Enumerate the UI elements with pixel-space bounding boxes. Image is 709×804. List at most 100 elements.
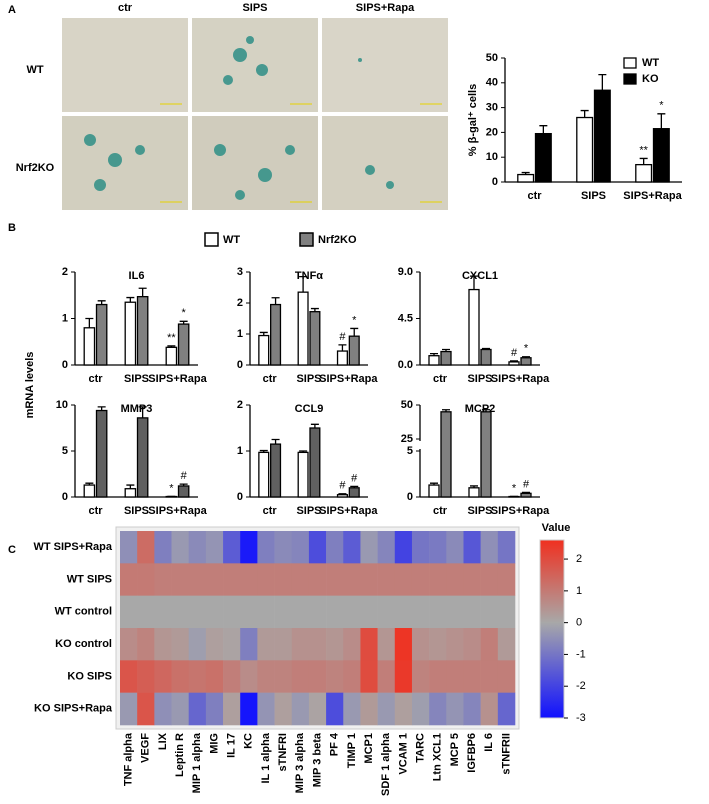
bar — [336, 350, 348, 366]
heatmap-cell — [463, 692, 481, 726]
error-bar — [350, 485, 359, 488]
heatmap-cell — [429, 563, 447, 596]
bar — [480, 348, 492, 366]
heatmap-cell — [377, 660, 396, 693]
colorbar-tick-label: 2 — [576, 553, 582, 565]
heatmap-cell — [223, 595, 241, 629]
heatmap-cell — [308, 595, 327, 629]
x-tick-label: SIPS+Rapa — [491, 505, 550, 517]
heatmap-cell — [120, 531, 138, 564]
bar — [83, 484, 96, 498]
bar — [520, 357, 532, 366]
bar — [440, 350, 452, 366]
bar — [258, 334, 270, 366]
stain-spots — [84, 36, 394, 200]
heatmap-cell — [360, 563, 378, 596]
panel-label: C — [8, 544, 16, 556]
error-bar — [338, 344, 347, 352]
significance: * — [659, 100, 664, 112]
column-label: TIMP 1 — [346, 733, 358, 768]
x-tick-label: ctr — [433, 505, 448, 517]
row-label: WT — [26, 64, 43, 76]
heatmap-cell — [291, 692, 310, 726]
heatmap-cell — [274, 595, 293, 629]
heatmap-cell — [377, 563, 396, 596]
heatmap-cell — [257, 628, 275, 661]
column-label: IGFBP6 — [466, 733, 478, 773]
heatmap-cell — [171, 692, 189, 726]
y-tick-label: 25 — [401, 433, 413, 445]
x-tick-label: SIPS+Rapa — [491, 373, 550, 385]
x-tick-label: SIPS — [467, 505, 492, 517]
error-bar — [271, 297, 280, 305]
heatmap-cell — [411, 531, 430, 564]
x-tick-label: SIPS — [296, 373, 321, 385]
y-tick-label: 10 — [56, 399, 68, 411]
heatmap-cell — [137, 660, 155, 693]
x-tick-label: SIPS — [581, 190, 606, 202]
bar — [468, 487, 480, 498]
y-tick-label: 0 — [492, 176, 498, 188]
bar — [270, 443, 282, 498]
heatmap-cell — [154, 531, 172, 564]
heatmap-cell — [411, 595, 430, 629]
x-tick-label: SIPS — [296, 505, 321, 517]
column-label: LIX — [157, 732, 169, 750]
bar — [83, 327, 96, 366]
bar — [348, 487, 360, 498]
heatmap-cell — [360, 531, 378, 564]
error-bar — [639, 157, 648, 165]
chart-title: CXCL1 — [462, 270, 498, 282]
heatmap-cell — [205, 692, 224, 726]
heatmap-cell — [343, 531, 361, 564]
heatmap-cell — [377, 628, 396, 661]
heatmap-cell — [480, 531, 499, 564]
y-tick-label: 2 — [62, 266, 68, 278]
bar — [508, 361, 520, 366]
bar — [336, 494, 348, 498]
heatmap-cell — [463, 595, 481, 629]
heatmap-cell — [154, 563, 172, 596]
heatmap-cell — [291, 595, 310, 629]
legend-label: WT — [223, 234, 240, 246]
bar — [534, 132, 552, 183]
row-label: KO SIPS — [67, 670, 112, 682]
bar — [440, 411, 452, 498]
heatmap-cell — [188, 628, 207, 661]
heatmap-cell — [497, 660, 516, 693]
bar — [635, 163, 653, 183]
heatmap-cell — [171, 628, 189, 661]
heatmap-cell — [394, 531, 413, 564]
bar — [165, 346, 178, 366]
column-label: MIP 3 alpha — [294, 732, 306, 793]
legend-label: WT — [642, 57, 659, 69]
error-bar — [85, 482, 94, 486]
colorbar-title: Value — [542, 522, 571, 534]
error-bar — [179, 483, 188, 486]
column-label: VEGF — [140, 733, 152, 763]
bar — [297, 291, 309, 366]
chart-title: TNFα — [295, 270, 323, 282]
bar — [258, 451, 270, 498]
error-bar — [310, 423, 319, 428]
error-bar — [259, 449, 268, 453]
error-bar — [522, 356, 530, 358]
column-label: KC — [243, 733, 255, 749]
bar — [124, 488, 137, 498]
heatmap-cell — [137, 595, 155, 629]
error-bar — [138, 406, 147, 418]
column-label: ctr — [118, 2, 133, 14]
heatmap-cell — [120, 628, 138, 661]
legend-swatch — [299, 232, 314, 247]
error-bar — [271, 438, 280, 445]
bar — [348, 335, 360, 366]
bar — [468, 288, 480, 366]
bar — [593, 89, 611, 183]
heatmap-cell — [394, 595, 413, 629]
y-tick-label: 4.5 — [398, 312, 413, 324]
row-label: Nrf2KO — [16, 162, 55, 174]
column-label: TARC — [414, 733, 426, 763]
column-label: VCAM 1 — [397, 733, 409, 775]
colorbar — [539, 539, 565, 719]
heatmap-cell — [446, 595, 464, 629]
